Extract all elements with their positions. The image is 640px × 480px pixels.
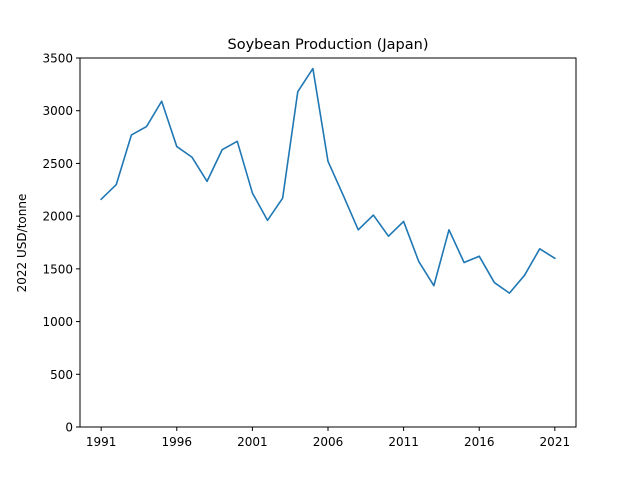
x-tick-label: 2001 bbox=[237, 435, 268, 449]
chart-title: Soybean Production (Japan) bbox=[228, 37, 429, 53]
y-tick-label: 2500 bbox=[42, 157, 73, 171]
plot-area bbox=[100, 67, 556, 294]
y-tick-label: 3000 bbox=[42, 104, 73, 118]
x-tick-label: 1996 bbox=[162, 435, 193, 449]
y-tick-label: 1500 bbox=[42, 262, 73, 276]
y-axis-label: 2022 USD/tonne bbox=[15, 194, 29, 293]
x-tick-label: 1991 bbox=[86, 435, 117, 449]
y-tick-label: 1000 bbox=[42, 315, 73, 329]
y-tick-label: 500 bbox=[50, 368, 73, 382]
axes-frame bbox=[79, 57, 577, 428]
x-tick-label: 2011 bbox=[388, 435, 419, 449]
x-tick-label: 2021 bbox=[540, 435, 571, 449]
x-tick-label: 2016 bbox=[464, 435, 495, 449]
x-tick-label: 2006 bbox=[313, 435, 344, 449]
y-tick-label: 0 bbox=[65, 421, 73, 435]
y-tick-label: 2000 bbox=[42, 210, 73, 224]
y-axis-label-group: 2022 USD/tonne bbox=[15, 194, 29, 293]
y-tick-label: 3500 bbox=[42, 52, 73, 66]
axis-ticks: 1991 1996 2001 2006 2011 2016 2021 0 500 1000 1500… bbox=[42, 52, 570, 450]
